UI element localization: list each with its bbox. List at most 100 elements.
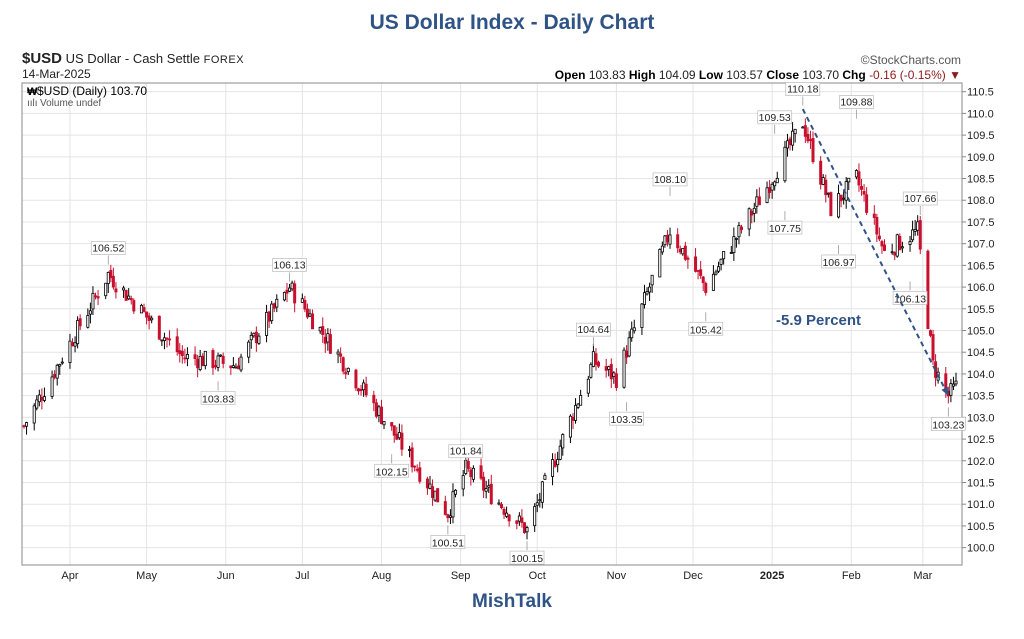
candle-body: [37, 394, 41, 403]
x-tick-label: Mar: [913, 570, 932, 582]
candle-body: [533, 506, 537, 527]
candle-body: [50, 376, 54, 397]
footer-brand: MishTalk: [472, 591, 552, 612]
candle-body: [890, 251, 894, 254]
candle-body: [180, 350, 184, 357]
candle-body: [783, 146, 787, 182]
y-tick-label: 100.5: [967, 521, 995, 533]
candle-body: [42, 396, 46, 401]
candle-body: [354, 369, 358, 389]
candle-body: [142, 307, 146, 312]
candle-body: [431, 486, 435, 498]
candle-body: [522, 522, 526, 534]
candle-body: [525, 527, 529, 533]
candle-body: [497, 502, 501, 505]
candle-body: [900, 246, 904, 249]
chg-value: -0.16 (-0.15%): [869, 68, 946, 82]
candle-body: [448, 515, 452, 518]
candle-body: [916, 221, 920, 231]
y-axis: 100.0 100.5 101.0 101.5 102.0 102.5 103.0 103.5…: [962, 87, 995, 555]
candle-body: [91, 292, 95, 310]
candle-body: [775, 177, 779, 184]
candle-body: [359, 388, 363, 392]
candle-body: [139, 304, 143, 314]
candle-body: [819, 160, 823, 185]
candle-body: [193, 354, 197, 359]
candle-body: [686, 257, 690, 260]
candle-body: [175, 336, 179, 353]
candle-body: [908, 241, 912, 245]
candle-body: [58, 364, 62, 367]
candle-body: [857, 171, 861, 186]
candle-body: [425, 478, 429, 489]
candle-body: [734, 238, 738, 240]
plot-frame: [21, 82, 963, 566]
candle-body: [247, 341, 251, 358]
candle-body: [642, 292, 646, 305]
candle-body: [377, 406, 381, 416]
open-value: 103.83: [588, 68, 626, 82]
annotation-label: 106.13: [894, 293, 926, 305]
symbol-line: $USD US Dollar - Cash Settle FOREX: [22, 50, 244, 67]
candle-body: [806, 134, 810, 142]
candle-body: [168, 338, 172, 341]
candle-body: [589, 363, 593, 378]
candle-body: [750, 210, 754, 216]
candle-body: [558, 445, 562, 460]
candle-body: [791, 130, 795, 146]
candle-body: [124, 290, 128, 301]
candle-body: [78, 318, 82, 327]
candle-body: [150, 317, 154, 321]
candle-body: [768, 187, 772, 193]
candle-body: [571, 416, 575, 421]
candle-legend-icon: ₩: [27, 86, 38, 98]
candle-body: [374, 402, 378, 417]
candle-body: [454, 489, 458, 495]
candle-body: [793, 128, 797, 135]
candle-body: [551, 459, 555, 477]
candle-body: [466, 460, 470, 470]
x-axis: Apr May Jun Jul Aug Sep Oct Nov Dec 2025 Feb Mar: [61, 570, 932, 582]
candle-body: [127, 295, 131, 300]
candle-body: [755, 196, 759, 207]
annotation-label: 108.10: [654, 174, 686, 186]
candle-body: [895, 234, 899, 257]
candle-body: [678, 248, 682, 253]
candle-body: [517, 515, 521, 522]
candle-body: [773, 181, 777, 187]
annotation-label: 106.97: [822, 257, 854, 269]
candle-body: [461, 475, 465, 490]
legend-volume: Volume undef: [40, 98, 101, 109]
candle-body: [579, 395, 583, 406]
candle-body: [397, 432, 401, 439]
annotation-box: [839, 95, 874, 109]
annotation-box: [902, 191, 938, 206]
candle-body: [515, 520, 519, 524]
candle-body: [875, 216, 879, 235]
candle-body: [568, 415, 572, 438]
candle-body: [609, 364, 613, 380]
candle-body: [183, 357, 187, 360]
x-tick-label: Oct: [529, 570, 546, 582]
candle-body: [219, 354, 223, 357]
annotation-label: 106.13: [273, 259, 305, 271]
candle-body: [785, 140, 789, 149]
high-value: 104.09: [658, 68, 696, 82]
candle-body: [847, 177, 851, 183]
candle-body: [949, 383, 953, 396]
annotation-box: [200, 390, 236, 405]
candle-body: [196, 358, 200, 369]
candle-body: [630, 328, 634, 339]
annotation-box: [576, 322, 611, 337]
candle-body: [877, 235, 881, 240]
candle-body: [60, 361, 64, 364]
candle-body: [535, 502, 539, 506]
x-tick-label: Feb: [842, 570, 861, 582]
candle-body: [556, 459, 560, 466]
candle-body: [96, 296, 100, 299]
high-label: High: [628, 68, 656, 82]
candle-body: [676, 234, 680, 249]
copyright-icon: ©: [860, 53, 870, 67]
candle-body: [704, 283, 708, 293]
annotation-box: [821, 254, 856, 269]
